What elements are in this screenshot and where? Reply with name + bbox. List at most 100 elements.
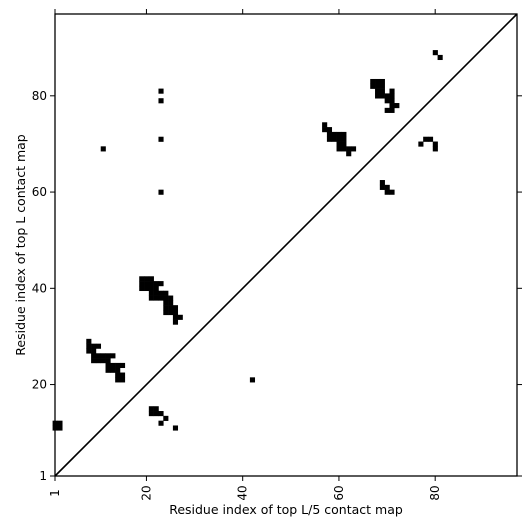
contact-cell-upper xyxy=(341,141,347,147)
contact-cell-upper xyxy=(384,184,390,190)
contact-cell-upper xyxy=(350,146,357,152)
contact-cell-upper xyxy=(158,290,164,296)
contact-cell-upper xyxy=(389,98,395,104)
contact-cell-upper xyxy=(172,314,179,320)
contact-cell-upper xyxy=(153,281,159,287)
x-tick-label: 1 xyxy=(48,489,62,497)
contact-cell-upper xyxy=(148,281,154,287)
contact-cell-upper xyxy=(168,309,174,316)
contact-cell-upper xyxy=(91,358,97,364)
x-tick-label: 80 xyxy=(428,485,442,500)
plot-frame xyxy=(54,13,518,477)
contact-cell-upper xyxy=(375,83,381,89)
contact-cell-upper xyxy=(115,362,121,369)
x-tick-label: 60 xyxy=(332,485,346,500)
axis-ticks: 1 20 40 60 80 1 20 40 60 80 xyxy=(32,9,522,501)
contact-cell-upper xyxy=(375,88,381,94)
contact-cell-upper xyxy=(105,358,111,364)
contact-cell-upper xyxy=(168,300,174,306)
contact-cell-upper xyxy=(384,107,390,113)
contact-cell-upper xyxy=(389,107,395,113)
contact-cell-upper xyxy=(95,353,102,359)
contact-cell-upper xyxy=(331,136,337,142)
contact-cell-lower xyxy=(148,406,154,412)
contact-cell-upper xyxy=(139,285,145,292)
contact-cell-upper xyxy=(384,189,390,195)
contact-cell-upper xyxy=(158,295,164,301)
contact-cell-lower xyxy=(153,411,159,417)
contact-cell-upper xyxy=(418,141,424,147)
contact-cell-lower xyxy=(163,415,169,421)
contact-cell-upper xyxy=(153,290,159,296)
contact-cell-upper xyxy=(437,54,443,61)
contact-cell-upper xyxy=(322,127,328,133)
contact-cell-upper xyxy=(163,295,169,301)
contact-cell-upper xyxy=(336,146,342,152)
contact-cell-upper xyxy=(172,319,179,325)
y-tick-label: 40 xyxy=(32,281,47,295)
contact-cell-upper xyxy=(389,189,395,195)
contact-cell-upper xyxy=(341,131,347,138)
contact-cell-upper xyxy=(148,276,154,282)
contact-cell-upper xyxy=(95,343,102,349)
y-tick-label: 1 xyxy=(39,469,47,483)
contact-cell-upper xyxy=(153,285,159,292)
contact-cell-upper xyxy=(427,136,434,142)
contact-cell-upper xyxy=(336,131,342,138)
contact-cell-upper xyxy=(322,122,328,128)
contact-cell-upper xyxy=(389,103,395,109)
contact-cell-upper xyxy=(148,285,154,292)
contact-cell-upper xyxy=(341,146,347,152)
y-tick-label: 80 xyxy=(32,89,47,103)
contact-cell-upper xyxy=(57,425,63,431)
contact-cell-upper xyxy=(172,309,179,316)
diagonal-line xyxy=(54,13,518,477)
contact-cell-upper xyxy=(379,83,385,89)
contact-cell-upper xyxy=(163,290,169,296)
contact-cell-upper xyxy=(346,151,352,157)
contact-cell-upper xyxy=(384,93,390,99)
contact-cell-upper xyxy=(394,103,400,109)
contact-cell-upper xyxy=(86,348,92,354)
contact-cell-lower xyxy=(249,377,256,383)
contact-cell-upper xyxy=(379,88,385,94)
contact-cell-upper xyxy=(148,290,154,296)
x-axis-label: Residue index of top L/5 contact map xyxy=(169,502,403,517)
contact-cell-upper xyxy=(95,358,102,364)
contact-cell-lower xyxy=(158,420,164,426)
contact-cell-upper xyxy=(379,184,385,190)
contact-cell-upper xyxy=(432,50,438,56)
contact-cell-upper xyxy=(158,189,164,195)
contact-cell-upper xyxy=(86,343,92,349)
contact-cell-upper xyxy=(119,377,126,383)
contact-cell-lower xyxy=(172,425,179,431)
contact-cell-upper xyxy=(172,305,179,311)
contact-cell-upper xyxy=(110,367,116,373)
contact-cell-upper xyxy=(326,136,333,142)
contact-cell-upper xyxy=(91,348,97,354)
contact-cell-upper xyxy=(110,362,116,369)
contact-cell-upper xyxy=(375,93,381,99)
contact-cell-upper xyxy=(153,295,159,301)
y-tick-label: 60 xyxy=(32,185,47,199)
contact-cell-upper xyxy=(336,141,342,147)
contact-cell-upper xyxy=(115,372,121,378)
y-tick-label: 20 xyxy=(32,378,47,392)
contact-cell-upper xyxy=(389,93,395,99)
contact-cells xyxy=(52,50,443,431)
contact-cell-upper xyxy=(91,343,97,349)
contact-cell-upper xyxy=(370,78,376,85)
contact-cell-upper xyxy=(119,362,126,369)
contact-cell-lower xyxy=(158,411,164,417)
contact-cell-upper xyxy=(158,88,164,94)
contact-cell-upper xyxy=(331,131,337,138)
contact-cell-upper xyxy=(119,372,126,378)
contact-cell-upper xyxy=(86,338,92,344)
contact-cell-upper xyxy=(139,276,145,282)
contact-cell-upper xyxy=(389,88,395,94)
contact-cell-upper xyxy=(370,83,376,89)
contact-cell-lower xyxy=(153,406,159,412)
contact-cell-upper xyxy=(423,136,429,142)
contact-cell-upper xyxy=(144,285,150,292)
